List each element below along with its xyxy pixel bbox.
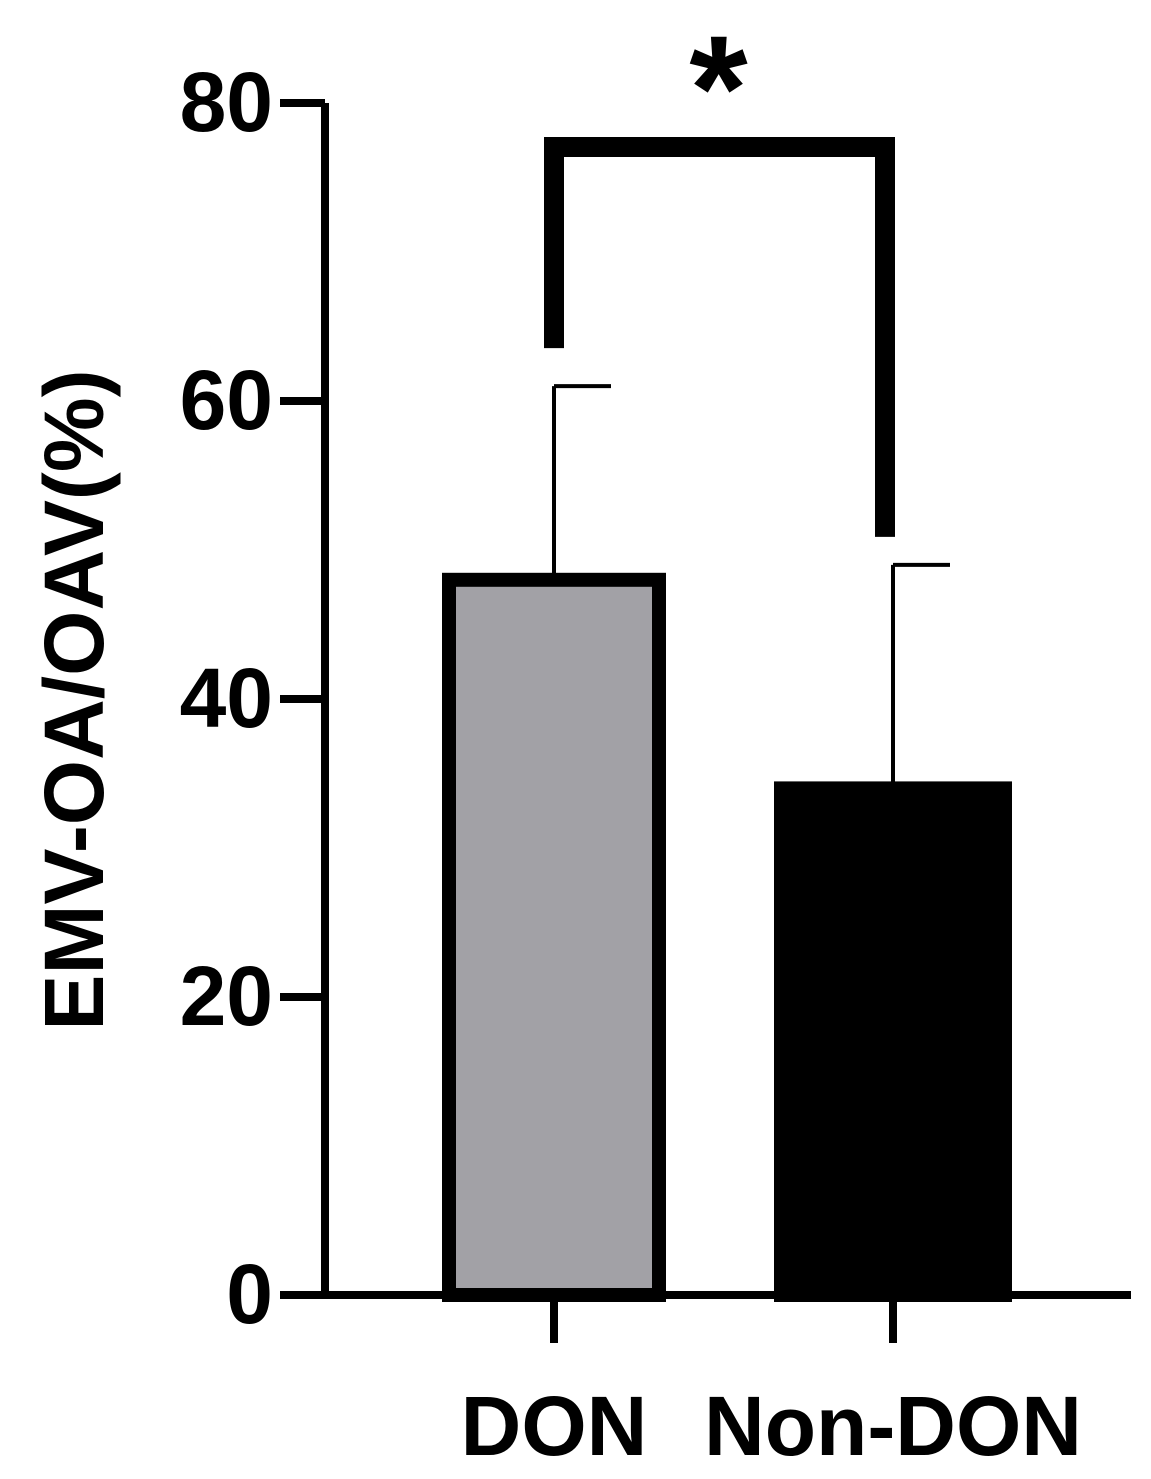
y-tick-label: 20	[180, 949, 273, 1043]
ticks-layer: 0 20 40 60 80 DON Non-DON	[180, 55, 1082, 1473]
significance-bracket: *	[544, 4, 895, 537]
error-bars-layer	[552, 384, 950, 789]
y-tick-label: 0	[226, 1247, 273, 1341]
significance-label: *	[689, 4, 748, 172]
category-label: DON	[461, 1379, 648, 1473]
y-tick-label: 80	[180, 55, 273, 149]
y-tick-label: 40	[180, 651, 273, 745]
category-label: Non-DON	[704, 1379, 1082, 1473]
y-axis-title: EMV-OA/OAV(%)	[27, 369, 121, 1030]
y-tick-label: 60	[180, 353, 273, 447]
bar-non-don	[774, 781, 1012, 1303]
bar-don	[442, 572, 666, 1302]
significance-bracket-line	[544, 137, 895, 537]
bars-layer	[442, 572, 1012, 1303]
